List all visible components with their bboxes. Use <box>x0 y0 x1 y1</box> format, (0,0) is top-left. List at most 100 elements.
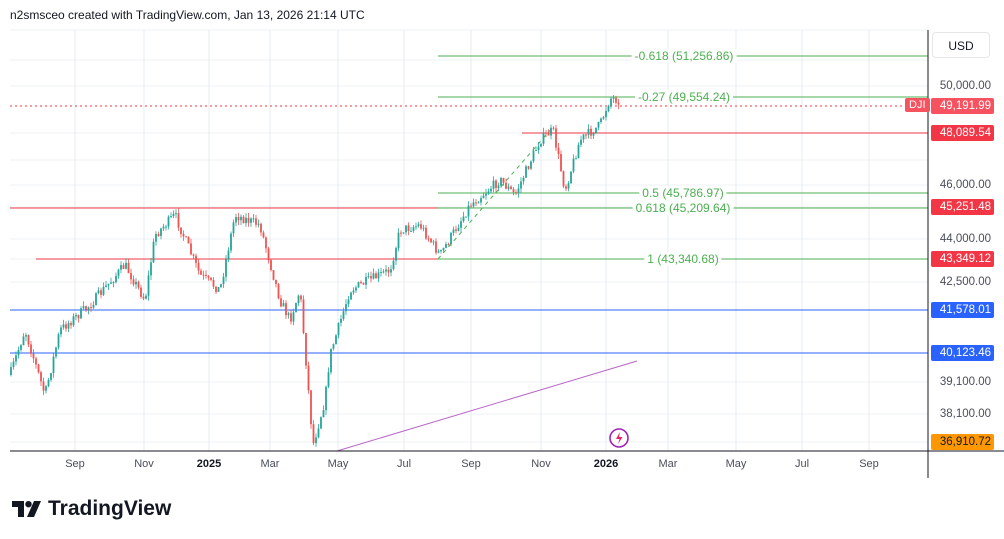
candle-body <box>567 183 570 189</box>
candle-body <box>605 110 607 118</box>
candle-body <box>582 134 585 140</box>
candle-body <box>145 295 147 299</box>
candle-body <box>210 277 212 280</box>
candle-body <box>517 188 520 193</box>
candle-body <box>585 134 587 136</box>
candle-body <box>607 105 610 111</box>
candle-body <box>415 226 417 228</box>
candle-body <box>592 133 595 136</box>
candle-body <box>25 335 27 337</box>
candle-body <box>75 314 77 317</box>
candle-body <box>360 281 362 284</box>
candle-body <box>367 276 370 278</box>
candle-body <box>287 313 290 316</box>
candle-body <box>385 269 387 272</box>
candle-body <box>535 150 537 152</box>
symbol-badge: DJI <box>905 98 930 112</box>
candle-body <box>142 296 145 299</box>
candle-body <box>392 260 395 270</box>
time-tick: Sep <box>859 458 879 470</box>
candle-body <box>387 269 390 273</box>
candle-body <box>442 247 445 250</box>
candle-body <box>497 185 500 189</box>
candle-body <box>570 171 572 184</box>
candle-body <box>312 424 315 444</box>
lightning-icon <box>609 428 629 448</box>
candle-body <box>522 177 525 182</box>
trendline <box>336 360 638 452</box>
candle-body <box>92 305 95 308</box>
candle-body <box>252 218 255 220</box>
candle-body <box>615 97 617 103</box>
candle-body <box>240 216 242 221</box>
fib-label: 0.618 (45,209.64) <box>632 201 734 215</box>
price-tick: 44,000.00 <box>939 233 991 245</box>
candle-body <box>175 213 177 215</box>
candle-body <box>152 241 155 263</box>
candle-body <box>282 303 285 307</box>
candle-body <box>262 232 265 238</box>
candle-body <box>317 428 320 438</box>
candle-body <box>280 298 282 307</box>
candle-body <box>242 216 245 224</box>
candle-body <box>427 238 430 240</box>
candle-body <box>505 182 507 189</box>
candle-body <box>452 229 455 233</box>
candle-body <box>195 255 197 263</box>
candle-body <box>250 218 252 223</box>
candle-body <box>542 132 545 144</box>
candle-body <box>177 213 180 228</box>
candle-body <box>245 217 247 224</box>
price-tick: 50,000.00 <box>939 80 991 92</box>
candle-body <box>437 251 440 253</box>
candle-body <box>32 353 35 359</box>
candle-body <box>610 98 612 106</box>
time-tick: Nov <box>531 458 551 470</box>
candle-body <box>435 241 437 253</box>
candle-body <box>600 118 602 123</box>
candle-body <box>60 327 62 335</box>
drawing-lines <box>10 55 928 452</box>
candle-body <box>325 386 327 411</box>
price-badge: 36,910.72 <box>931 434 994 450</box>
fib-label: 1 (43,340.68) <box>644 252 722 266</box>
currency-button[interactable]: USD <box>932 32 990 58</box>
candle-body <box>90 307 92 309</box>
candle-body <box>530 161 532 169</box>
price-badge: 41,578.01 <box>931 302 994 318</box>
candle-body <box>462 216 465 222</box>
time-tick: May <box>327 458 349 470</box>
price-badge: 43,349.12 <box>931 251 994 267</box>
candle-body <box>357 281 360 288</box>
candle-body <box>345 304 347 312</box>
candle-body <box>267 248 270 261</box>
candle-body <box>255 218 257 225</box>
candle-body <box>17 349 20 356</box>
tradingview-logo[interactable]: TradingView <box>12 497 171 521</box>
candle-body <box>257 223 260 225</box>
candle-body <box>10 367 12 375</box>
candle-body <box>455 229 457 231</box>
candle-body <box>587 128 590 135</box>
candle-body <box>475 202 477 204</box>
candle-body <box>487 191 490 194</box>
candle-body <box>372 273 375 279</box>
candle-body <box>560 154 562 172</box>
time-tick: Jul <box>794 458 810 470</box>
candle-body <box>125 262 127 269</box>
candle-body <box>202 274 205 276</box>
time-tick: Nov <box>134 458 154 470</box>
candle-body <box>537 146 540 151</box>
candle-body <box>180 227 182 234</box>
candle-body <box>347 299 350 305</box>
candle-body <box>305 333 307 366</box>
tradingview-logo-icon <box>12 501 41 517</box>
candle-body <box>205 274 207 277</box>
candle-body <box>82 306 85 309</box>
candle-body <box>482 195 485 199</box>
candle-body <box>105 285 107 287</box>
candle-body <box>190 243 192 255</box>
time-tick: Sep <box>461 458 481 470</box>
time-tick: Mar <box>658 458 678 470</box>
